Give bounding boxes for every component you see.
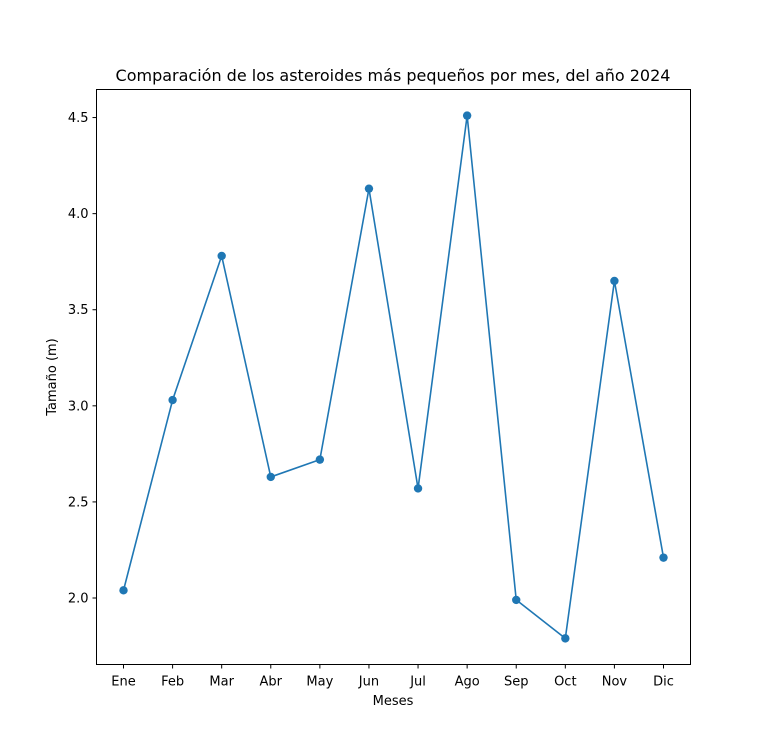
x-tick-label: Jul xyxy=(409,675,426,690)
data-point xyxy=(315,455,325,464)
series-line xyxy=(122,114,665,640)
data-point xyxy=(462,111,472,120)
data-point xyxy=(266,472,275,482)
chart-title: Comparación de los asteroides más pequeñ… xyxy=(116,66,671,85)
plot-frame xyxy=(96,89,691,665)
x-tick-label: Nov xyxy=(602,675,628,690)
x-tick-label: Ago xyxy=(455,675,480,690)
data-point xyxy=(610,276,619,286)
x-tick-label: Feb xyxy=(161,675,184,690)
x-tick-label: Sep xyxy=(504,675,529,690)
x-tick-label: May xyxy=(306,675,333,690)
y-axis: 2.0 2.5 3.0 3.5 4.0 4.5 xyxy=(68,111,97,607)
data-point xyxy=(119,586,128,595)
y-tick-label: 2.5 xyxy=(68,495,89,510)
data-point xyxy=(217,251,226,261)
x-tick-label: Mar xyxy=(209,675,234,690)
data-point xyxy=(364,184,374,193)
x-axis-label: Meses xyxy=(373,694,414,709)
x-axis: Ene Feb Mar Abr May Jun Jul Ago Sep Oct Nov Dic xyxy=(111,664,674,690)
y-tick-label: 4.0 xyxy=(68,207,89,222)
data-point xyxy=(413,484,423,493)
y-tick-label: 3.0 xyxy=(68,399,89,414)
x-tick-label: Ene xyxy=(111,675,135,690)
x-tick-label: Jun xyxy=(358,675,379,690)
series-layer xyxy=(119,111,668,643)
data-point xyxy=(561,634,570,643)
data-point xyxy=(659,553,668,562)
y-axis-label: Tamaño (m) xyxy=(45,338,60,417)
x-tick-label: Oct xyxy=(554,675,576,690)
data-point xyxy=(512,595,521,605)
data-point xyxy=(168,395,177,405)
y-tick-label: 4.5 xyxy=(68,111,89,126)
x-tick-label: Dic xyxy=(653,675,674,690)
y-tick-label: 3.5 xyxy=(68,303,89,318)
y-tick-label: 2.0 xyxy=(68,592,89,607)
x-tick-label: Abr xyxy=(260,675,283,690)
